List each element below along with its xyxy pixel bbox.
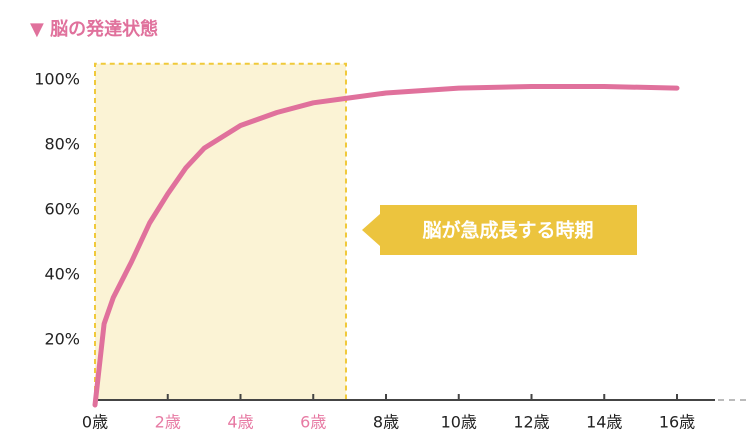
x-tick-label: 16歳 [659,413,695,432]
highlight-area [95,63,346,400]
x-tick-label: 8歳 [373,413,399,432]
x-tick-label: 6歳 [300,413,326,432]
y-tick-label: 60% [44,200,80,219]
x-tick-label: 14歳 [586,413,622,432]
highlight-border [94,62,347,400]
y-tick-label: 80% [44,135,80,154]
y-tick-label: 40% [44,265,80,284]
x-tick-label: 0歳 [82,413,108,432]
x-tick-label: 4歳 [227,413,253,432]
callout-box [362,205,637,255]
callout-label: 脳が急成長する時期 [421,219,593,242]
y-tick-label: 100% [34,70,80,89]
x-tick-label: 2歳 [155,413,181,432]
x-tick-label: 12歳 [513,413,549,432]
y-tick-label: 20% [44,330,80,349]
data-line [92,84,680,408]
x-tick-label: 10歳 [441,413,477,432]
chart-title: ▼ 脳の発達状態 [30,18,158,40]
